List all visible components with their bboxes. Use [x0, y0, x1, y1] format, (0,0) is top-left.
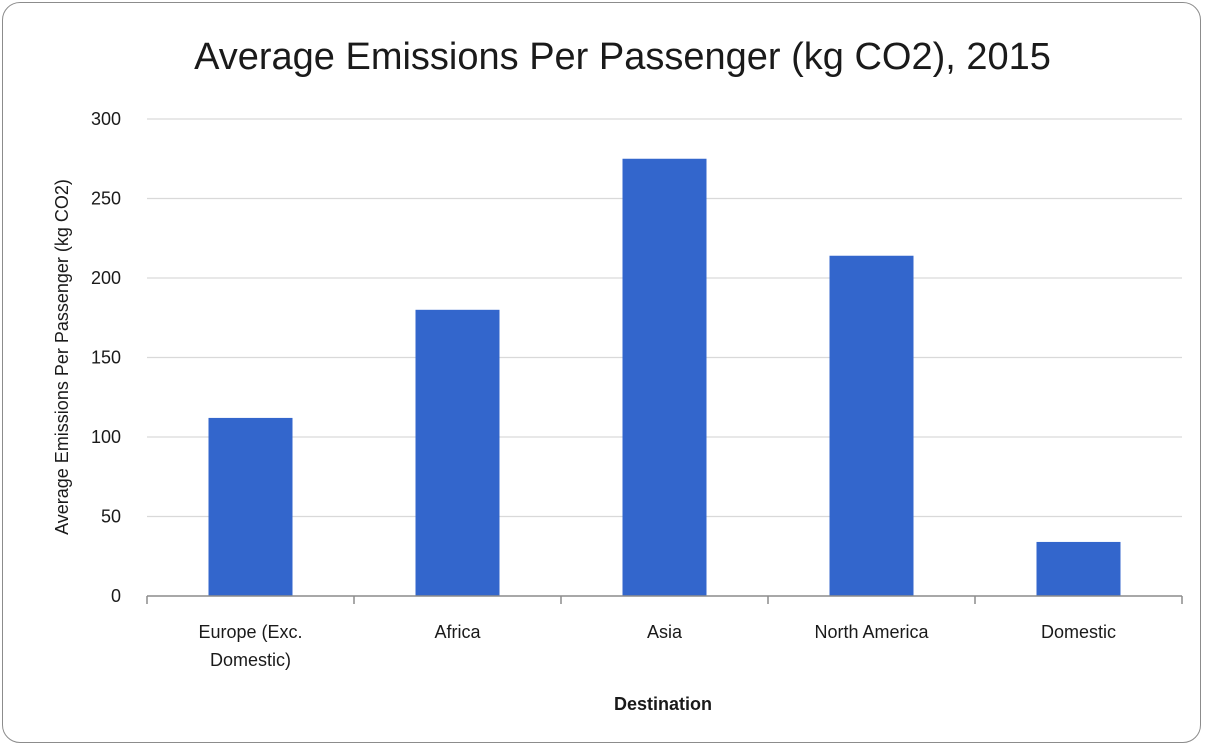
x-tick-label-line: Asia: [647, 622, 683, 642]
bar: [1036, 541, 1121, 596]
y-tick-label: 150: [91, 348, 121, 368]
y-tick-label: 250: [91, 189, 121, 209]
x-axis: Europe (Exc. Domestic) Africa Asia North Ame…: [146, 595, 1183, 670]
x-tick-label-line: Africa: [434, 622, 481, 642]
y-axis-title: Average Emissions Per Passenger (kg CO2): [52, 179, 72, 535]
y-tick-label: 50: [101, 507, 121, 527]
x-tick-label: Domestic: [1041, 622, 1116, 642]
x-tick-label-line: North America: [814, 622, 929, 642]
x-tick-label: North America: [814, 622, 929, 642]
y-axis: 0 50 100 150 200 250 300: [91, 109, 121, 606]
y-tick-label: 300: [91, 109, 121, 129]
x-tick-label-line: Europe (Exc.: [198, 622, 302, 642]
x-axis-title: Destination: [614, 694, 712, 714]
y-tick-label: 0: [111, 586, 121, 606]
y-tick-label: 100: [91, 427, 121, 447]
bar: [415, 309, 500, 596]
bar: [622, 158, 707, 596]
y-tick-label: 200: [91, 268, 121, 288]
x-tick-label: Europe (Exc. Domestic): [198, 622, 302, 670]
bars: [208, 158, 1121, 597]
bar: [208, 417, 293, 596]
x-tick-label: Africa: [434, 622, 481, 642]
x-tick-label: Asia: [647, 622, 683, 642]
x-tick-label-line: Domestic): [210, 650, 291, 670]
x-tick-label-line: Domestic: [1041, 622, 1116, 642]
chart-title: Average Emissions Per Passenger (kg CO2)…: [194, 36, 1051, 78]
bar: [829, 255, 914, 597]
